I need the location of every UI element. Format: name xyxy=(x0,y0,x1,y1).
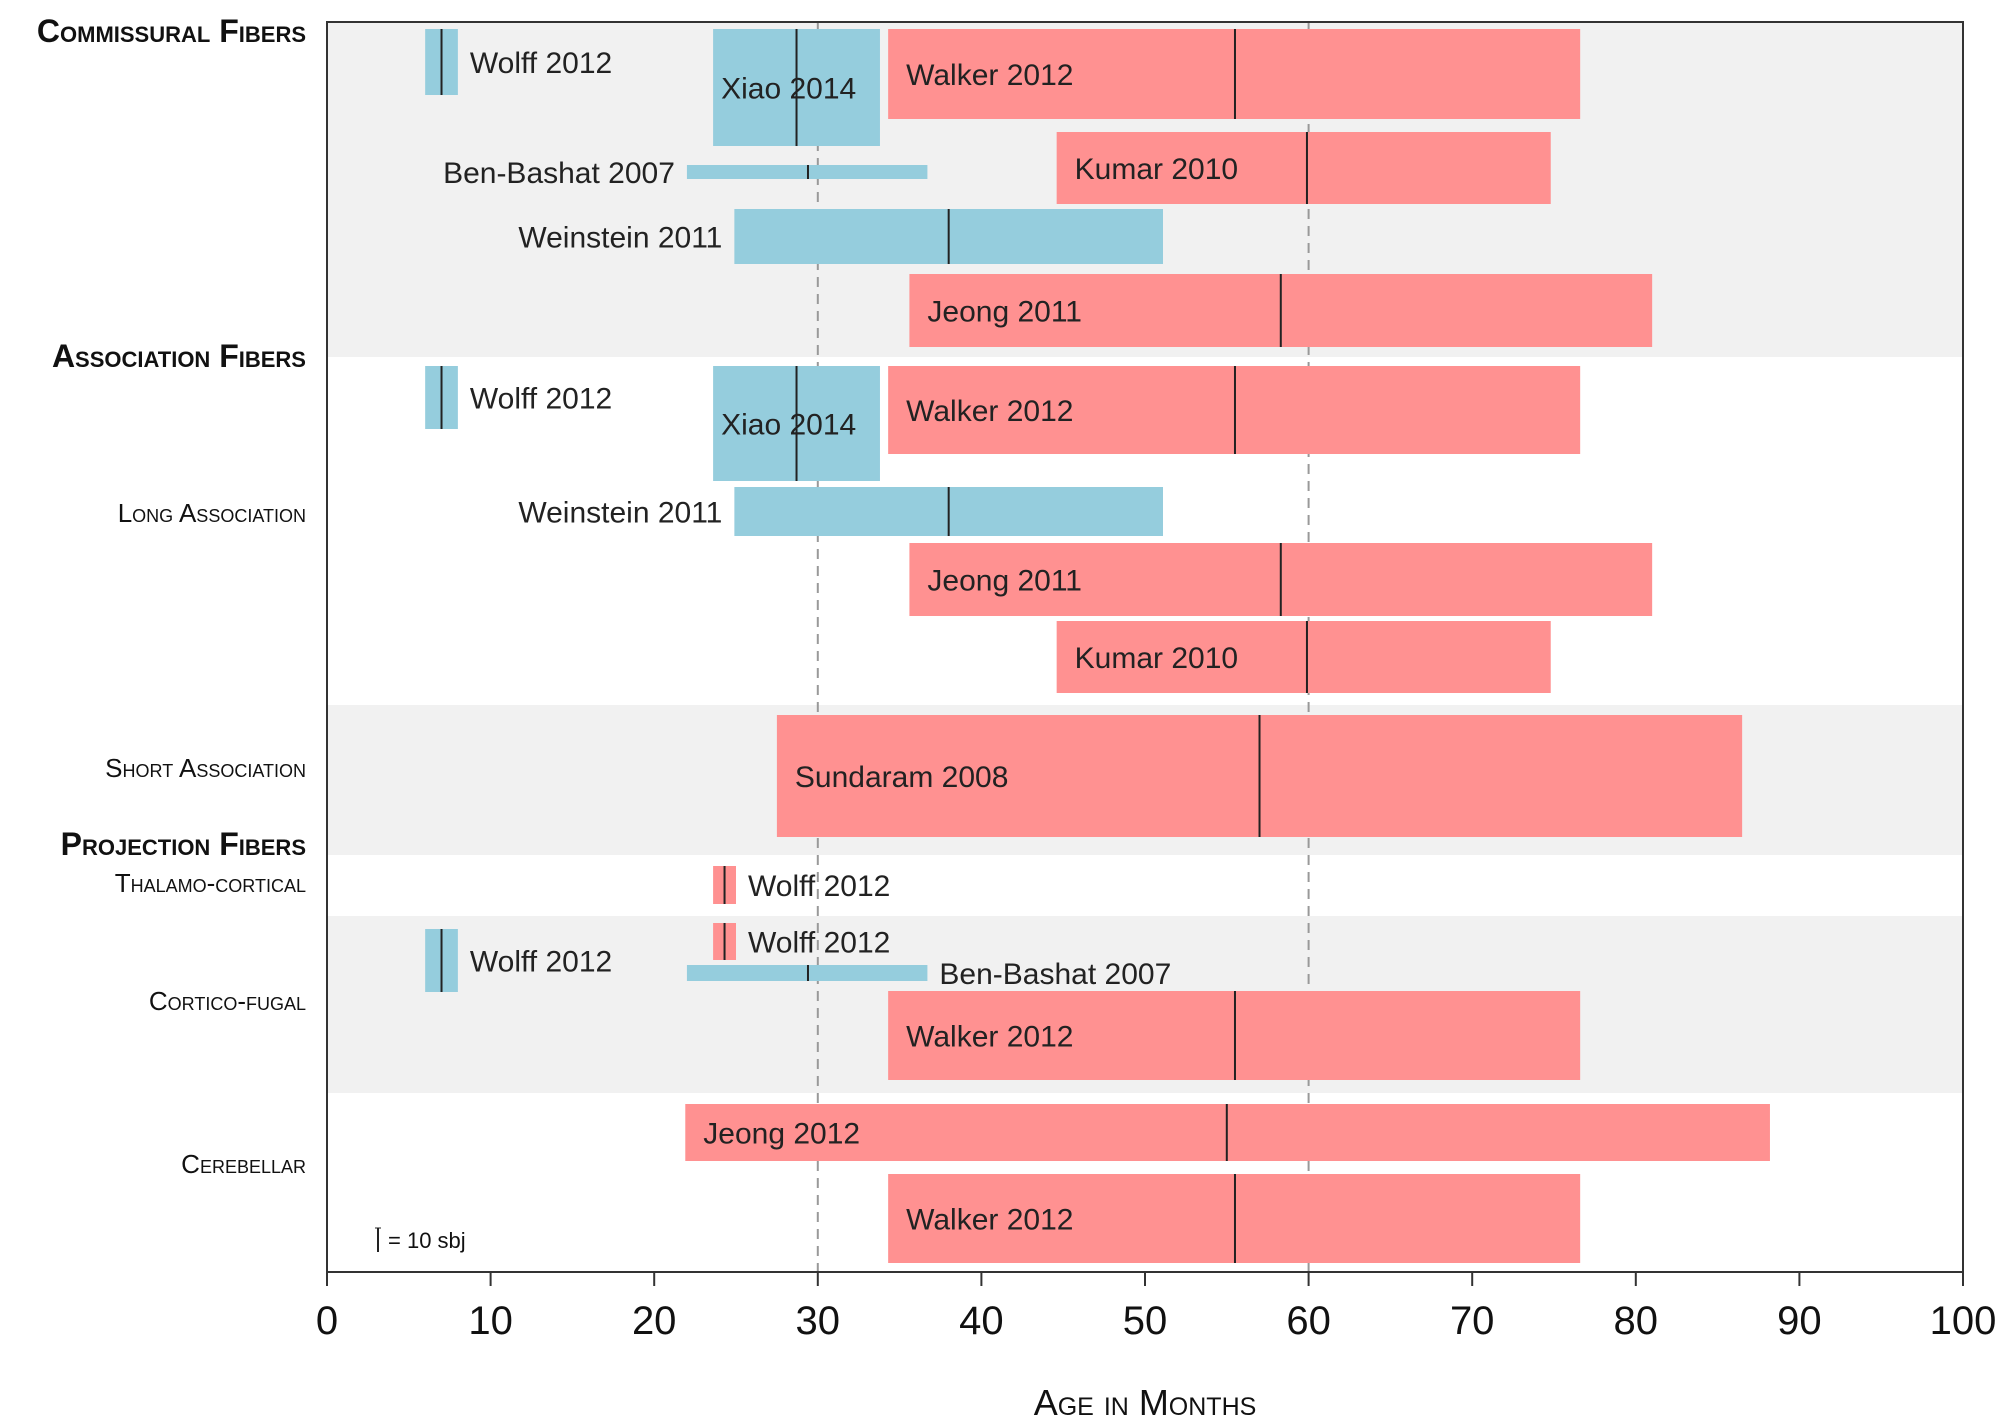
row-band xyxy=(327,855,1963,916)
x-tick-label: 70 xyxy=(1450,1299,1495,1343)
bar-label: Walker 2012 xyxy=(906,395,1073,428)
bar-label: Jeong 2011 xyxy=(927,565,1082,598)
x-axis: 0 10 20 30 40 50 60 70 80 90 100 Age in Months xyxy=(316,1272,1997,1423)
row-labels: Long Association Short Association Thalamo… xyxy=(37,13,306,1179)
x-tick-label: 30 xyxy=(796,1299,841,1343)
x-tick-label: 100 xyxy=(1930,1299,1997,1343)
legend: = 10 sbj xyxy=(375,1227,466,1253)
bar-label: Kumar 2010 xyxy=(1075,153,1238,186)
row-label: Cerebellar xyxy=(181,1149,306,1179)
x-tick-label: 0 xyxy=(316,1299,338,1343)
legend-text: = 10 sbj xyxy=(388,1228,466,1253)
group-label: Projection Fibers xyxy=(61,826,306,862)
group-label: Association Fibers xyxy=(52,338,306,374)
x-tick-label: 60 xyxy=(1286,1299,1331,1343)
bar-label: Jeong 2011 xyxy=(927,296,1082,329)
bar-label: Jeong 2012 xyxy=(703,1118,860,1151)
bar-label: Xiao 2014 xyxy=(721,73,856,106)
x-tick-label: 90 xyxy=(1777,1299,1822,1343)
x-tick-label: 80 xyxy=(1614,1299,1659,1343)
bar-label: Ben-Bashat 2007 xyxy=(939,958,1171,991)
bar-label: Walker 2012 xyxy=(906,1204,1073,1237)
x-tick-label: 50 xyxy=(1123,1299,1168,1343)
bar-label: Ben-Bashat 2007 xyxy=(443,157,675,190)
bar-label: Walker 2012 xyxy=(906,1021,1073,1054)
bar-label: Wolff 2012 xyxy=(470,946,612,979)
bars xyxy=(425,29,1770,1263)
bar-label: Sundaram 2008 xyxy=(795,761,1009,794)
row-label: Thalamo-cortical xyxy=(115,868,306,898)
x-axis-title: Age in Months xyxy=(1034,1382,1257,1423)
x-tick-label: 40 xyxy=(959,1299,1004,1343)
row-label: Long Association xyxy=(118,498,306,528)
row-label: Cortico-fugal xyxy=(149,986,306,1016)
bar-label: Wolff 2012 xyxy=(748,927,890,960)
bar-kumar-2010 xyxy=(1056,621,1551,693)
bar-label: Wolff 2012 xyxy=(470,47,612,80)
bar-label: Xiao 2014 xyxy=(721,409,856,442)
bar-kumar-2010 xyxy=(1056,132,1551,204)
group-label: Commissural Fibers xyxy=(37,13,306,49)
bar-label: Kumar 2010 xyxy=(1075,642,1238,675)
x-tick-label: 20 xyxy=(632,1299,677,1343)
row-label: Short Association xyxy=(105,753,306,783)
bar-labels: Wolff 2012 Xiao 2014 Walker 2012 Ben-Bashat… xyxy=(443,47,1238,1237)
bar-label: Wolff 2012 xyxy=(748,870,890,903)
bar-label: Walker 2012 xyxy=(906,59,1073,92)
x-tick-label: 10 xyxy=(468,1299,513,1343)
bar-label: Weinstein 2011 xyxy=(518,497,722,530)
bar-label: Weinstein 2011 xyxy=(518,222,722,255)
bar-label: Wolff 2012 xyxy=(470,383,612,416)
